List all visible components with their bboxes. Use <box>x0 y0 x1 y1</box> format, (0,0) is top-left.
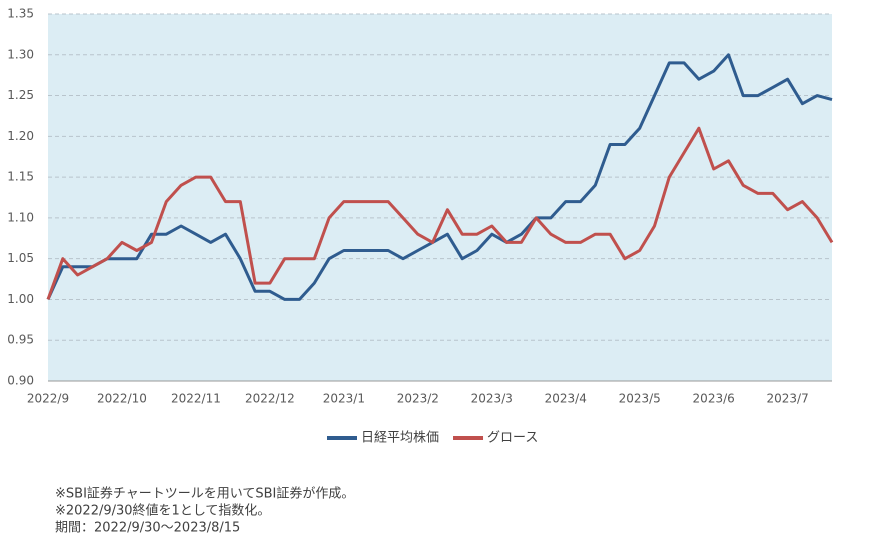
x-tick-label: 2023/3 <box>471 392 513 406</box>
note: ※SBI証券チャートツールを用いてSBI証券が作成。 <box>55 486 354 502</box>
y-tick-label: 1.15 <box>7 170 34 184</box>
y-tick-label: 1.30 <box>7 47 34 61</box>
y-tick-label: 1.00 <box>7 292 34 306</box>
y-tick-label: 1.05 <box>7 251 34 265</box>
y-tick-label: 1.20 <box>7 129 34 143</box>
series-line <box>46 53 833 301</box>
x-tick-label: 2022/11 <box>171 392 221 406</box>
x-tick-label: 2022/9 <box>27 392 69 406</box>
x-tick-label: 2023/1 <box>323 392 365 406</box>
note: 期間：2022/9/30～2023/8/15 <box>55 521 240 536</box>
series-line <box>46 126 834 300</box>
x-tick-label: 2022/12 <box>245 392 295 406</box>
y-tick-label: 1.25 <box>7 88 34 102</box>
note: ※2022/9/30終値を1として指数化。 <box>55 503 270 519</box>
x-tick-label: 2023/7 <box>767 392 809 406</box>
y-tick-label: 0.95 <box>7 333 34 347</box>
y-tick-label: 0.90 <box>7 374 34 388</box>
plot-area <box>48 14 832 381</box>
y-tick-label: 1.10 <box>7 210 34 224</box>
x-tick-label: 2023/4 <box>545 392 587 406</box>
legend-label: グロース <box>487 431 538 446</box>
x-tick-label: 2022/10 <box>97 392 147 406</box>
legend-label: 日経平均株価 <box>361 431 439 446</box>
x-tick-label: 2023/5 <box>619 392 661 406</box>
y-tick-label: 1.35 <box>7 7 34 21</box>
x-tick-label: 2023/6 <box>693 392 735 406</box>
x-tick-label: 2023/2 <box>397 392 439 406</box>
